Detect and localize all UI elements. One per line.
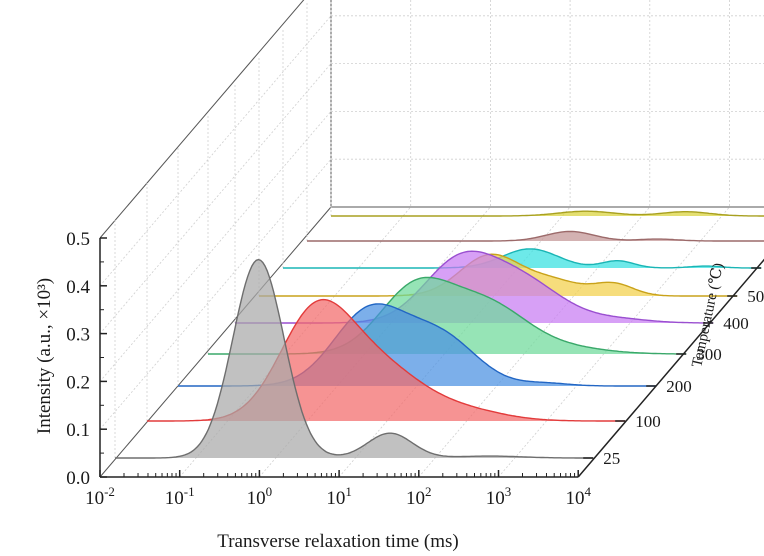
series-line-700 bbox=[307, 230, 764, 242]
z-tick-label: 500 bbox=[747, 287, 764, 306]
z-tick-label: 300 bbox=[696, 345, 722, 364]
z-tick-label: 200 bbox=[666, 377, 692, 396]
series-area-400 bbox=[235, 251, 714, 323]
y-tick-label: 0.3 bbox=[66, 325, 90, 346]
series-line-25 bbox=[115, 258, 594, 459]
x-tick-label: 102 bbox=[406, 484, 432, 509]
series-area-700 bbox=[307, 231, 764, 241]
chart-series bbox=[115, 210, 764, 459]
series-area-800 bbox=[331, 211, 764, 216]
series-area-300 bbox=[208, 277, 687, 354]
series-line-800 bbox=[331, 210, 764, 217]
floor-left-edge bbox=[99, 206, 332, 478]
x-tick-label: 104 bbox=[565, 484, 591, 509]
series-area-200 bbox=[178, 303, 657, 386]
series-area-25 bbox=[115, 259, 594, 458]
y-tick-label: 0.1 bbox=[66, 420, 90, 441]
left-wall-top-edge bbox=[99, 0, 305, 239]
series-line-500 bbox=[259, 253, 738, 297]
y-axis-title: Intensity (a.u., ×10³) bbox=[34, 278, 55, 434]
y-tick-label: 0.4 bbox=[66, 277, 90, 298]
y-tick-label: 0.2 bbox=[66, 372, 90, 393]
chart-axes: 800700600500400300200100250.00.10.20.30.… bbox=[66, 229, 764, 509]
z-tick-label: 100 bbox=[635, 412, 661, 431]
y-tick-label: 0.5 bbox=[66, 229, 90, 250]
series-area-600 bbox=[283, 248, 762, 268]
left-grid-diag bbox=[99, 63, 332, 334]
x-tick-label: 10-2 bbox=[85, 484, 115, 509]
z-tick-label: 25 bbox=[603, 449, 620, 468]
left-grid-diag bbox=[99, 158, 332, 430]
x-tick-label: 100 bbox=[247, 484, 273, 509]
x-axis-title: Transverse relaxation time (ms) bbox=[217, 531, 459, 552]
left-grid-diag bbox=[99, 15, 332, 287]
z-tick-label: 400 bbox=[723, 314, 749, 333]
left-grid-diag bbox=[99, 111, 332, 382]
floor-grid-diag bbox=[498, 206, 730, 478]
series-line-600 bbox=[283, 248, 762, 269]
x-tick-label: 101 bbox=[326, 484, 352, 509]
y-tick-label: 0.0 bbox=[66, 468, 90, 489]
z-axis-line bbox=[577, 258, 764, 478]
x-tick-label: 10-1 bbox=[165, 484, 195, 509]
back-wall bbox=[330, 0, 764, 208]
x-tick-label: 103 bbox=[486, 484, 512, 509]
